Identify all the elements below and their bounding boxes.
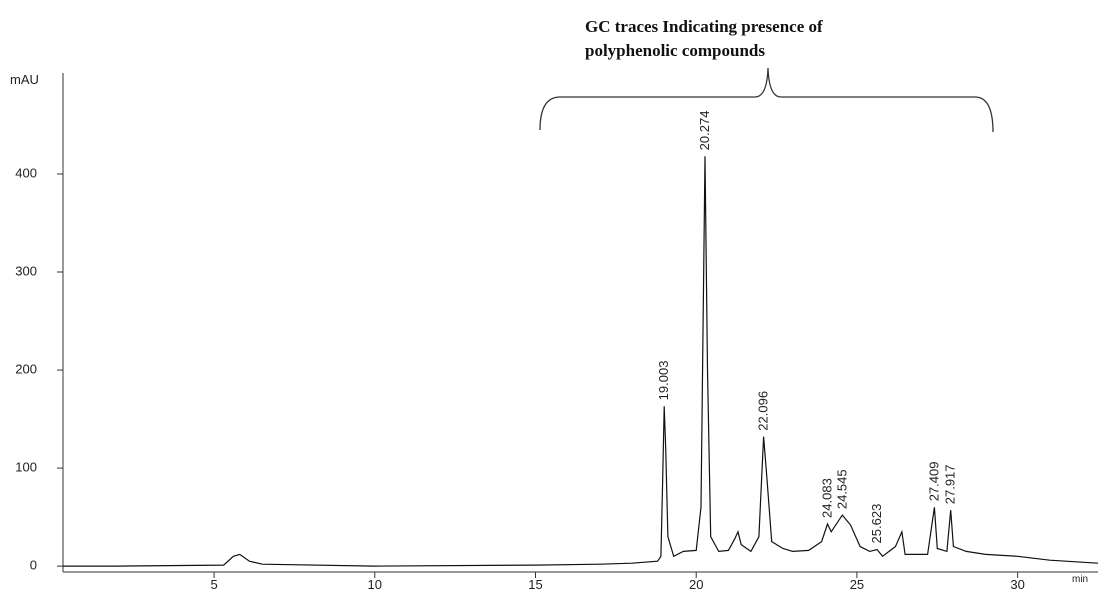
peak-label: 27.409 [926, 462, 941, 502]
annotation: polyphenolic compounds [585, 41, 765, 60]
y-tick-label: 300 [15, 263, 37, 278]
bracket [539, 67, 994, 133]
x-tick-label: 10 [368, 577, 382, 591]
peak-label: 19.003 [656, 361, 671, 401]
peak-label: 25.623 [869, 504, 884, 544]
y-tick-label: 100 [15, 460, 37, 475]
peak-label: 24.545 [834, 469, 849, 509]
y-tick-label: 0 [30, 558, 37, 573]
trace [63, 156, 1098, 567]
x-tick-label: 30 [1010, 577, 1024, 591]
y-axis-label: mAU [10, 72, 39, 87]
x-tick-label: 15 [528, 577, 542, 591]
annotation: GC traces Indicating presence of [585, 17, 823, 36]
peak-label: 22.096 [756, 391, 771, 431]
x-tick-label: 25 [850, 577, 864, 591]
peak-label: 27.917 [943, 464, 958, 504]
peak-label: 24.083 [819, 478, 834, 518]
x-axis-label: min [1072, 574, 1088, 585]
y-tick-label: 200 [15, 361, 37, 376]
y-tick-label: 400 [15, 165, 37, 180]
x-tick-label: 20 [689, 577, 703, 591]
x-tick-label: 5 [210, 577, 217, 591]
peak-label: 20.274 [697, 111, 712, 151]
